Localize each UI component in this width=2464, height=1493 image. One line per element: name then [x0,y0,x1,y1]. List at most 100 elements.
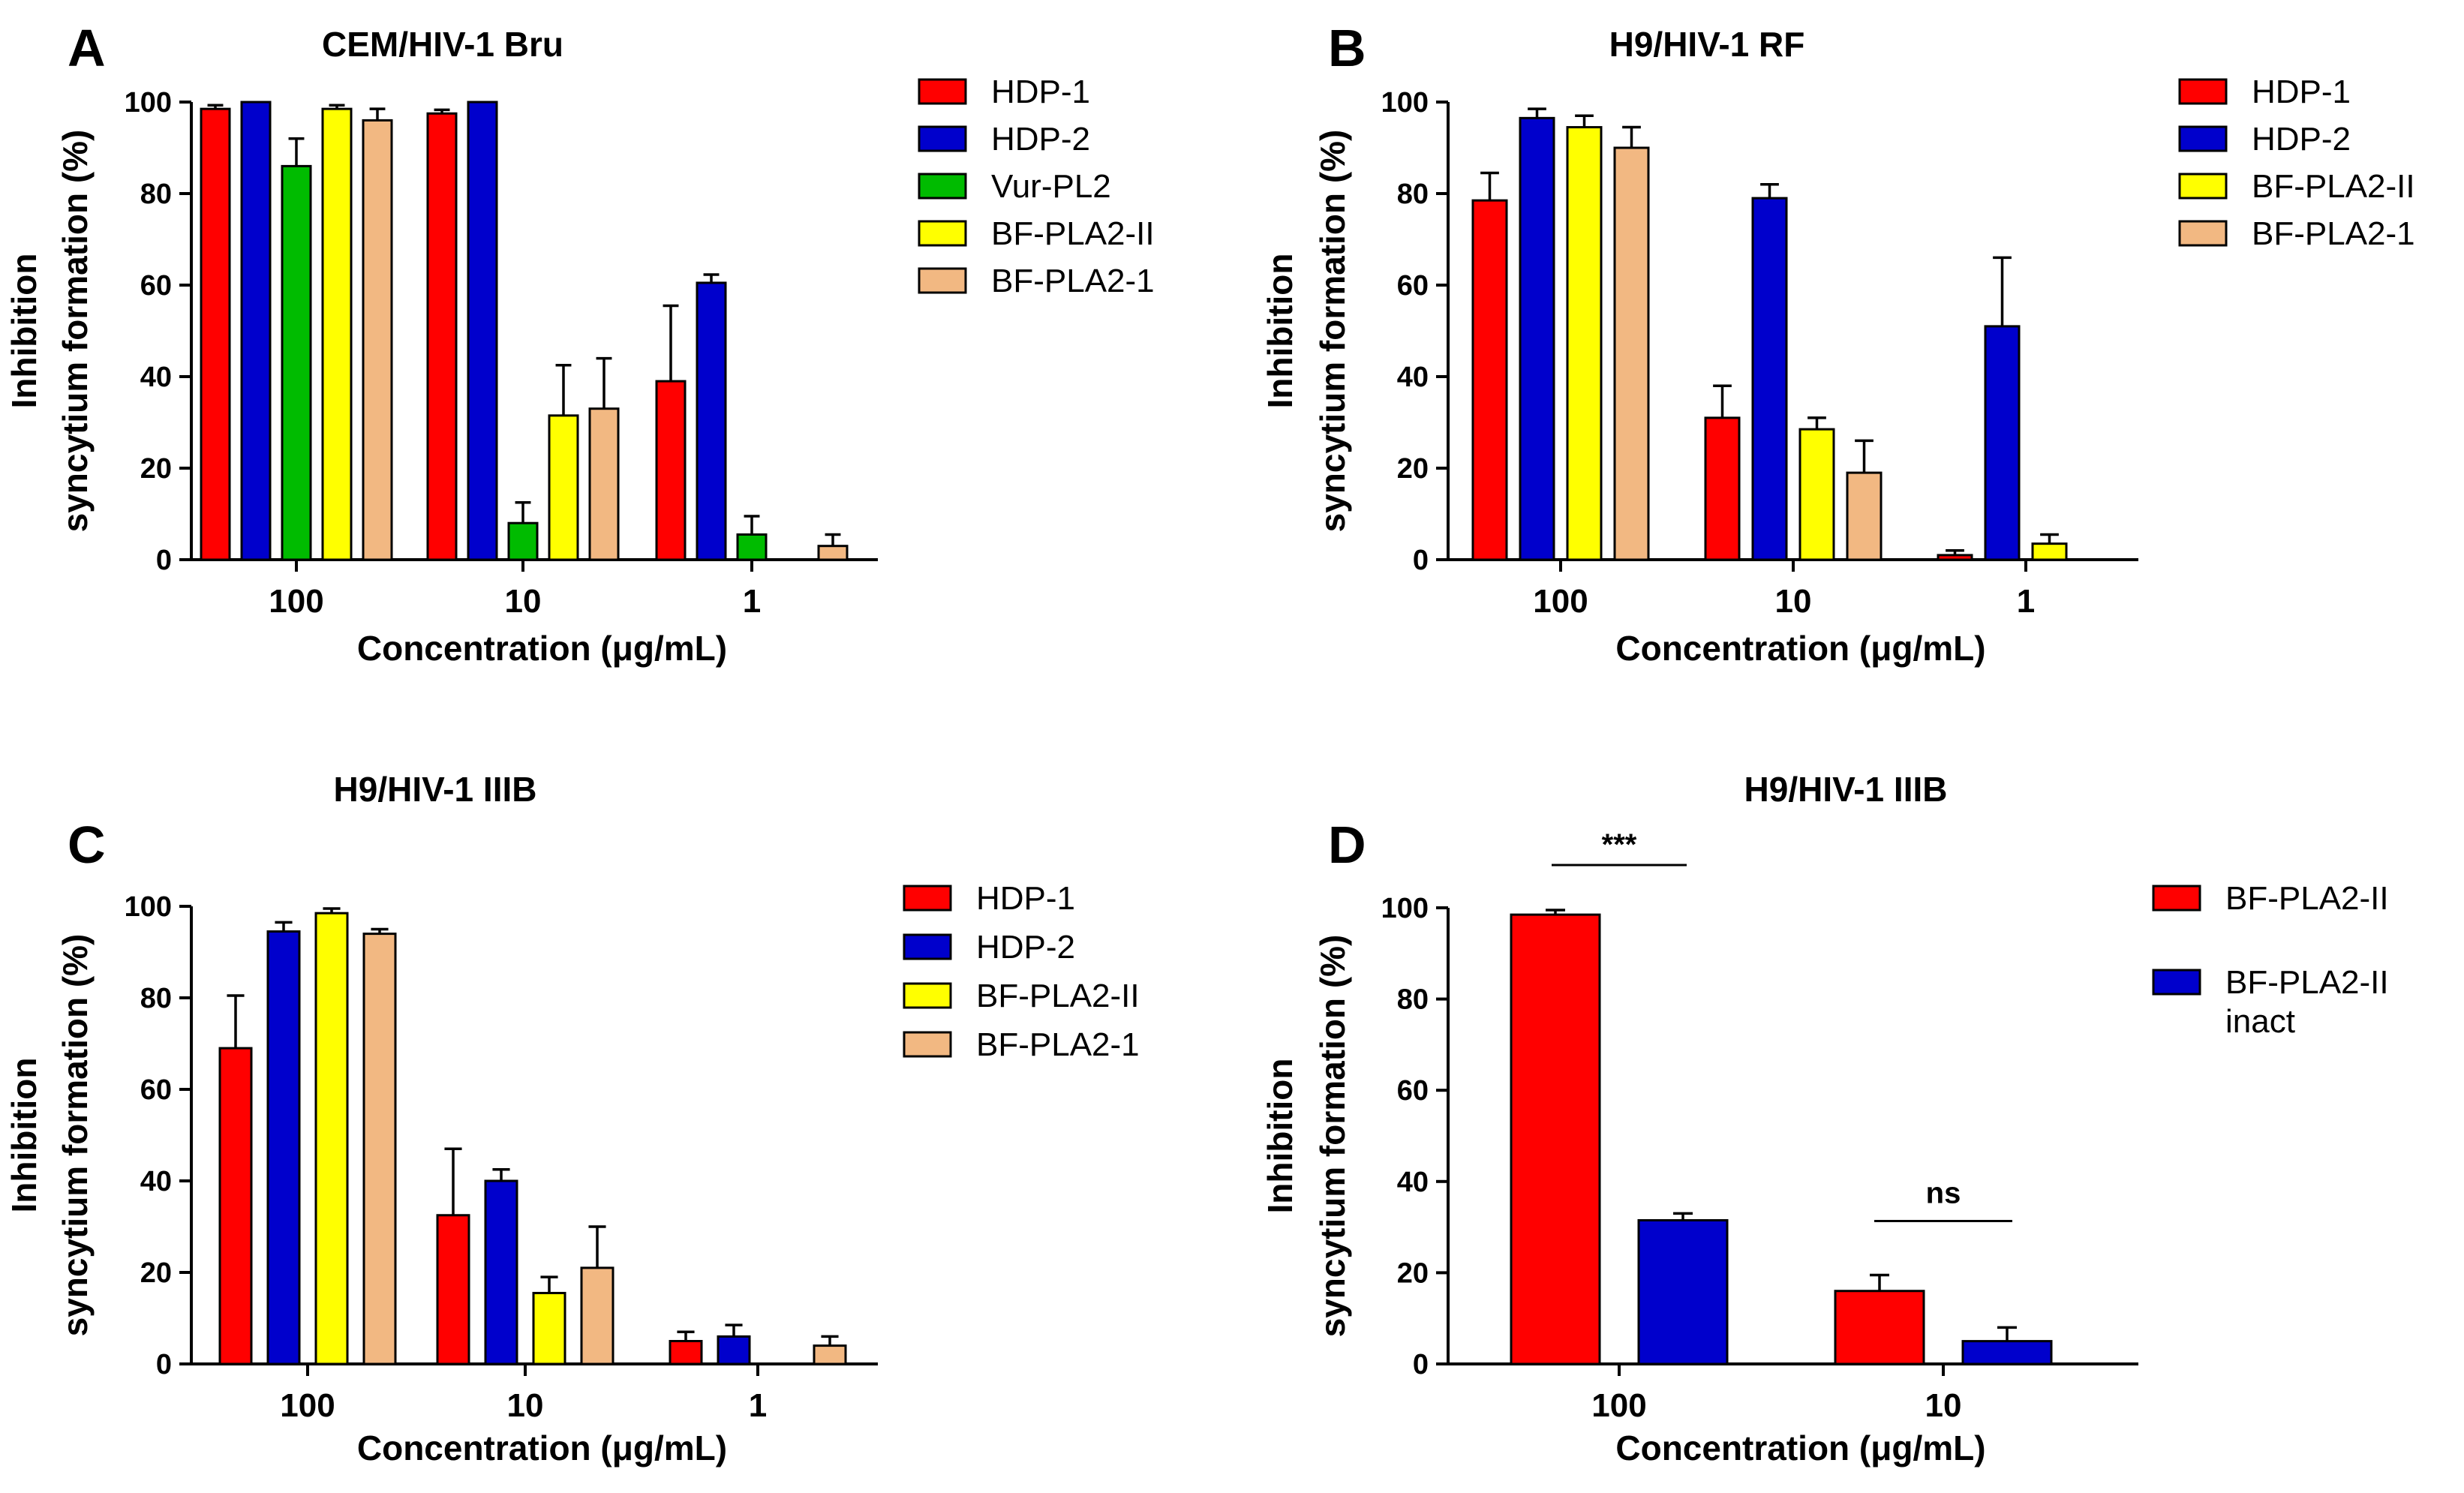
bar-bf-pla2-1 [817,545,849,561]
y-tick-label: 0 [156,545,172,576]
bar-vur-pl2 [281,164,312,561]
y-tick-label: 40 [1397,1167,1429,1198]
y-tick-label: 100 [1381,893,1429,924]
legend-label: BF-PLA2-1 [976,1026,1140,1063]
x-tick-label: 10 [507,1387,544,1424]
legend-swatch [918,78,967,105]
y-axis-label-line2: syncytium formation (%) [56,130,95,533]
significance-label: ns [1926,1176,1961,1209]
legend-label: HDP-2 [991,121,1090,158]
bar-hdp-1 [436,1214,470,1365]
y-tick-label: 80 [140,983,172,1014]
bar-bf-pla2-1 [362,933,397,1365]
y-tick-label: 80 [1397,984,1429,1016]
legend: HDP-1 HDP-2 BF-PLA2-II BF-PLA2-1 [903,880,1140,1063]
panel-d: D H9/HIV-1 IIIB 0 20 40 60 80 100 100 10 *** ns Inhi… [1261,770,2389,1467]
bar-bf-pla2-ii-inact [1637,1218,1729,1365]
x-axis-label: Concentration (μg/mL) [357,629,727,668]
bar-bf-pla2-1 [588,407,620,561]
x-axis-label: Concentration (μg/mL) [1615,629,1985,668]
bar-hdp-1 [1937,554,1973,561]
bar-hdp-1 [1704,416,1741,561]
x-tick-label: 10 [1925,1387,1962,1424]
bar-hdp-1 [218,1047,253,1365]
y-tick-label: 0 [1413,545,1429,576]
legend-label: inact [2225,1003,2295,1040]
y-tick-label: 100 [125,87,172,119]
legend-label: HDP-1 [2252,74,2351,110]
y-tick-label: 60 [1397,270,1429,302]
bar-bf-pla2-ii [314,912,349,1365]
legend: HDP-1 HDP-2 Vur-PL2 BF-PLA2-II BF-PLA2-1 [918,74,1155,299]
y-axis-label-line2: syncytium formation (%) [56,934,95,1337]
legend-swatch [918,267,967,294]
legend-label: BF-PLA2-II [2252,168,2415,205]
y-axis-label-line2: syncytium formation (%) [1313,130,1352,533]
panel-letter: A [68,19,106,77]
bar-bf-pla2-ii-inact [1961,1340,2053,1365]
panel-letter: B [1328,19,1366,77]
legend-label: HDP-1 [991,74,1090,110]
bar-hdp-1 [200,107,231,561]
bar-vur-pl2 [507,521,539,561]
bar-hdp-2 [240,101,272,561]
bar-hdp-2 [266,930,301,1365]
bar-hdp-1 [655,380,687,561]
legend-label: HDP-2 [2252,121,2351,158]
x-tick-label: 1 [749,1387,767,1424]
legend-label: BF-PLA2-II [991,215,1155,252]
x-tick-label: 10 [505,583,542,620]
x-tick-label: 100 [1591,1387,1646,1424]
x-tick-label: 100 [269,583,323,620]
chart-title: H9/HIV-1 IIIB [1744,770,1948,809]
bar-hdp-2 [1519,116,1555,561]
x-axis-label: Concentration (μg/mL) [357,1428,727,1467]
chart-title: H9/HIV-1 IIIB [334,770,537,809]
bar-bf-pla2-1 [813,1344,847,1365]
bar-bf-pla2-ii [2031,542,2068,561]
bar-bf-pla2-1 [1846,471,1883,561]
x-tick-label: 1 [2017,583,2035,620]
bar-hdp-2 [484,1179,518,1365]
bar-bf-pla2-ii [532,1291,566,1365]
y-tick-label: 40 [140,1166,172,1197]
legend-swatch [2178,220,2228,247]
legend-label: BF-PLA2-1 [991,263,1155,299]
x-tick-label: 10 [1775,583,1812,620]
legend-label: HDP-1 [976,880,1075,917]
bar-hdp-2 [1751,197,1788,561]
chart-title: CEM/HIV-1 Bru [322,25,563,64]
legend-label: BF-PLA2-1 [2252,215,2415,252]
bar-hdp-2 [696,281,727,561]
legend-swatch [2178,78,2228,105]
legend-swatch [903,933,952,960]
y-axis-label-line1: Inhibition [1261,1059,1300,1214]
bar-bf-pla2-1 [580,1266,614,1365]
y-axis-label-line1: Inhibition [1261,254,1300,409]
bar-bf-pla2-ii [1834,1290,1925,1365]
x-tick-label: 1 [743,583,761,620]
y-tick-label: 0 [1413,1349,1429,1380]
bar-bf-pla2-ii [321,107,353,561]
panel-letter: D [1328,816,1366,874]
y-tick-label: 60 [140,270,172,302]
y-tick-label: 60 [140,1074,172,1106]
bar-bf-pla2-ii [1510,913,1601,1365]
legend-swatch [903,885,952,912]
legend: HDP-1 HDP-2 BF-PLA2-II BF-PLA2-1 [2178,74,2415,252]
bar-hdp-1 [1471,199,1508,561]
bar-bf-pla2-1 [1613,146,1650,561]
chart-title: H9/HIV-1 RF [1609,25,1805,64]
panel-c: C H9/HIV-1 IIIB 0 20 40 60 80 100 100 10 1 Inhibiti… [5,770,1140,1467]
bar-bf-pla2-ii [1798,428,1835,561]
bar-bf-pla2-ii [548,414,579,561]
x-axis-label: Concentration (μg/mL) [1615,1428,1985,1467]
bar-hdp-2 [1984,325,2021,561]
legend-label: BF-PLA2-II [976,978,1140,1014]
bar-bf-pla2-1 [362,119,393,561]
y-axis-label-line1: Inhibition [5,1058,44,1213]
y-tick-label: 20 [140,1257,172,1289]
significance-label: *** [1602,828,1637,861]
bar-hdp-1 [426,112,458,561]
